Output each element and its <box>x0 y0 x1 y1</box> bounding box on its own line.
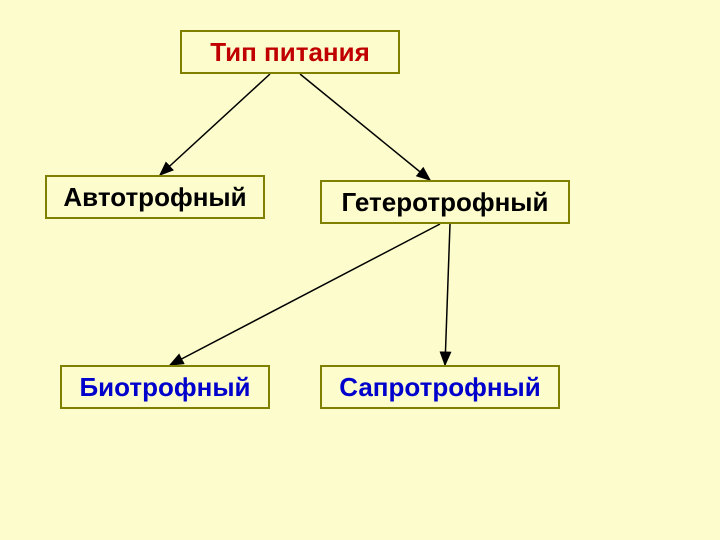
node-label-heterotrophic: Гетеротрофный <box>342 187 549 218</box>
edge-heterotrophic-to-saprotrophic <box>445 224 450 365</box>
node-heterotrophic: Гетеротрофный <box>320 180 570 224</box>
node-label-biotrophic: Биотрофный <box>79 372 250 403</box>
node-label-root: Тип питания <box>210 37 370 68</box>
node-root: Тип питания <box>180 30 400 74</box>
node-label-autotrophic: Автотрофный <box>63 182 246 213</box>
edge-root-to-heterotrophic <box>300 74 430 180</box>
node-autotrophic: Автотрофный <box>45 175 265 219</box>
diagram-edges <box>0 0 720 540</box>
node-saprotrophic: Сапротрофный <box>320 365 560 409</box>
node-label-saprotrophic: Сапротрофный <box>339 372 541 403</box>
edge-heterotrophic-to-biotrophic <box>170 224 440 365</box>
node-biotrophic: Биотрофный <box>60 365 270 409</box>
edge-root-to-autotrophic <box>160 74 270 175</box>
